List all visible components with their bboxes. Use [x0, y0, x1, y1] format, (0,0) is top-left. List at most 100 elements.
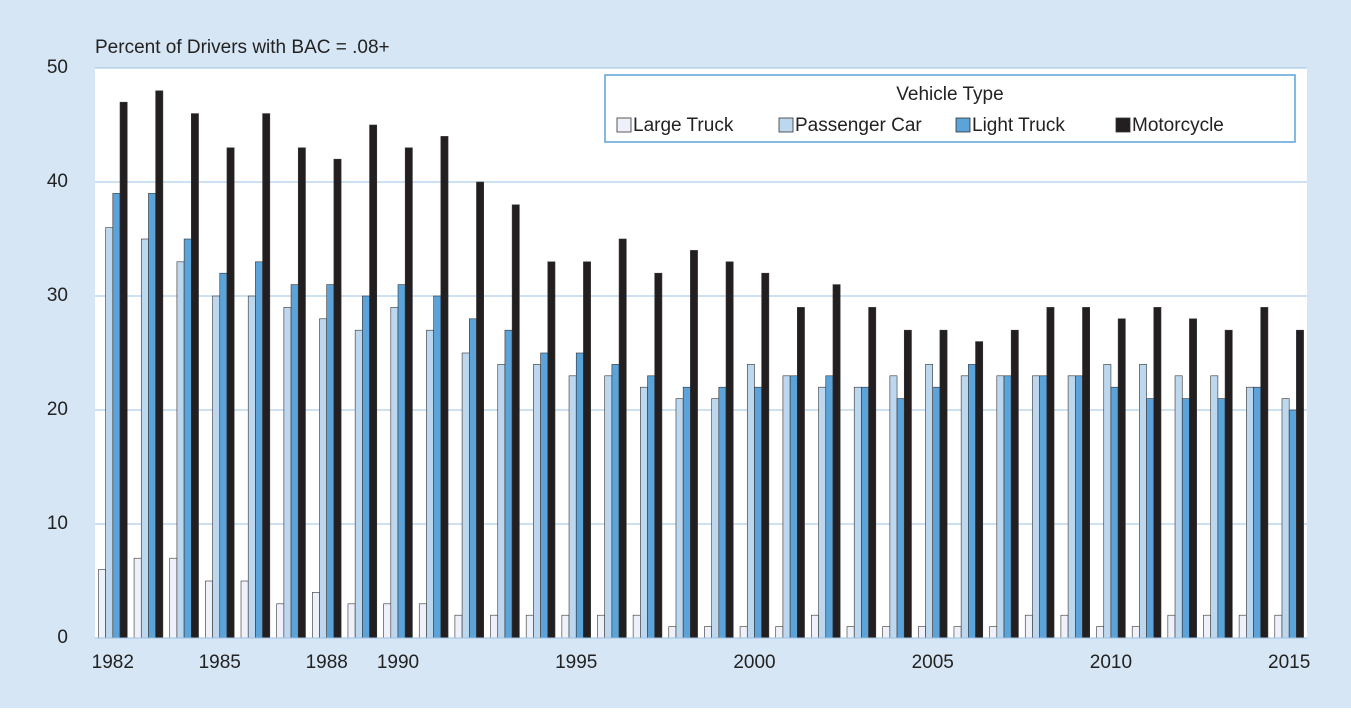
bar	[276, 603, 285, 639]
bar	[1139, 364, 1147, 639]
bar	[761, 272, 770, 639]
y-tick-label: 20	[47, 399, 68, 420]
bar	[283, 307, 292, 639]
bar	[390, 307, 399, 639]
bar	[654, 272, 663, 639]
bar	[953, 626, 962, 639]
legend-label: Light Truck	[972, 115, 1065, 136]
bar	[533, 364, 541, 639]
y-tick-label: 50	[47, 57, 68, 78]
legend-label: Motorcycle	[1132, 115, 1224, 136]
bar	[155, 90, 164, 639]
bar	[540, 352, 549, 639]
bar	[568, 375, 577, 639]
legend-swatch	[778, 117, 794, 133]
bar	[319, 318, 328, 639]
bar	[611, 364, 620, 639]
bar	[725, 261, 734, 639]
bar	[347, 603, 356, 639]
bar	[290, 284, 299, 639]
bar	[575, 352, 584, 639]
bar	[433, 295, 442, 639]
bar	[504, 329, 513, 639]
bar	[711, 398, 720, 639]
bar	[1074, 375, 1083, 639]
bar	[889, 375, 898, 639]
bar	[333, 158, 342, 639]
bar	[1281, 398, 1290, 639]
bar	[968, 364, 976, 639]
x-tick-label: 1995	[555, 652, 597, 673]
bar	[1167, 614, 1176, 639]
bar	[1181, 398, 1190, 639]
bar	[718, 386, 727, 639]
y-tick-label: 0	[57, 627, 68, 648]
bar	[561, 614, 570, 639]
bar	[832, 284, 841, 639]
bar	[1060, 614, 1069, 639]
bar	[1131, 626, 1140, 639]
bar	[1003, 375, 1012, 639]
bar	[1010, 329, 1019, 639]
bar	[754, 386, 762, 639]
y-tick-label: 40	[47, 171, 68, 192]
bar	[690, 250, 698, 639]
bar	[226, 147, 235, 639]
y-tick-label: 10	[47, 513, 68, 534]
bar	[404, 147, 413, 639]
bar	[247, 295, 256, 639]
x-tick-label: 1988	[306, 652, 348, 673]
bar	[811, 614, 819, 639]
x-tick-label: 2005	[912, 652, 954, 673]
x-tick-label: 2000	[733, 652, 775, 673]
bar	[1067, 375, 1076, 639]
bar	[1210, 375, 1219, 639]
legend-label: Passenger Car	[795, 115, 922, 136]
x-tick-label: 1982	[92, 652, 134, 673]
bar	[511, 204, 520, 639]
bar	[640, 386, 648, 639]
legend-swatch	[1115, 117, 1131, 133]
bar	[1253, 386, 1262, 639]
bar	[133, 557, 142, 639]
legend-label: Large Truck	[633, 115, 734, 136]
bar	[262, 113, 271, 639]
legend-box	[604, 74, 1296, 143]
bar	[205, 580, 213, 639]
bar	[119, 101, 128, 639]
bar	[1217, 398, 1226, 639]
bar	[960, 375, 969, 639]
bar	[583, 261, 591, 639]
bar	[176, 261, 185, 639]
bar	[1174, 375, 1183, 639]
bar	[183, 238, 192, 639]
bar	[882, 626, 891, 639]
bar	[789, 375, 798, 639]
bar	[675, 398, 684, 639]
bar	[925, 364, 934, 639]
x-tick-label: 2010	[1090, 652, 1132, 673]
bar	[746, 364, 755, 639]
bar	[547, 261, 556, 639]
bar	[212, 295, 221, 639]
bar	[668, 626, 677, 639]
bar	[1274, 614, 1283, 639]
bar	[1288, 409, 1297, 639]
bar	[418, 603, 427, 639]
bar	[632, 614, 641, 639]
legend-swatch	[955, 117, 971, 133]
bar	[918, 626, 926, 639]
x-tick-label: 1990	[377, 652, 419, 673]
bar	[604, 375, 613, 639]
bar	[1110, 386, 1119, 639]
bar	[1082, 307, 1090, 639]
bar	[975, 341, 984, 639]
bar	[647, 375, 656, 639]
bar	[454, 614, 463, 639]
bar	[362, 295, 370, 639]
bar	[1189, 318, 1197, 639]
bar	[861, 386, 869, 639]
bar	[1153, 307, 1162, 639]
bar	[1238, 614, 1247, 639]
